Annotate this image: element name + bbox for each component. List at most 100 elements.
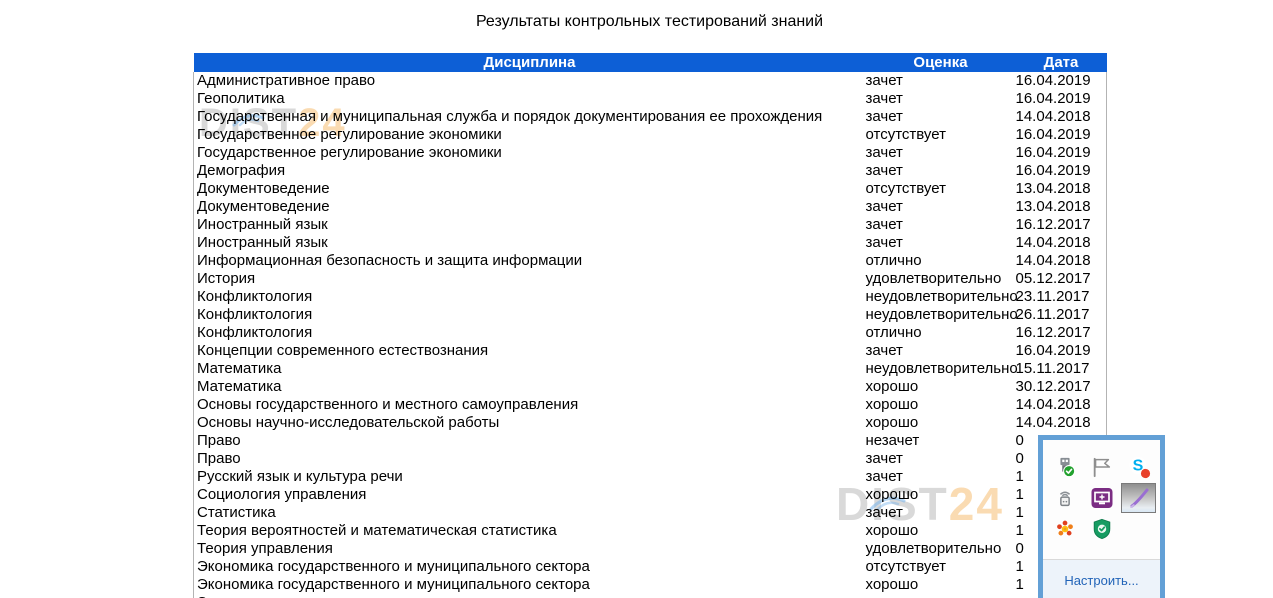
discipline-cell: Конфликтология: [193, 306, 866, 324]
empty-tray-cell: [1120, 513, 1157, 544]
date-cell: 16.04.2019: [1015, 72, 1107, 90]
discipline-cell: Конфликтология: [193, 324, 866, 342]
discipline-cell: Социология управления: [193, 486, 866, 504]
date-cell: 16.04.2019: [1015, 144, 1107, 162]
grade-cell: хорошо: [865, 522, 919, 539]
date-cell: 14.04.2018: [1015, 252, 1107, 270]
grade-cell: неудовлетворительно: [865, 288, 1018, 305]
discipline-cell: Русский язык и культура речи: [193, 468, 866, 486]
discipline-cell: История: [193, 270, 866, 288]
grade-cell: отсутствует: [865, 180, 946, 197]
table-row: Концепции современного естествознания зач…: [193, 342, 1107, 360]
date-cell: 26.11.2017: [1015, 306, 1107, 324]
table-row: Основы научно-исследовательской работы хо…: [193, 414, 1107, 432]
remote-control-icon[interactable]: [1083, 482, 1120, 513]
skype-icon[interactable]: S: [1120, 451, 1157, 482]
action-center-flag-icon[interactable]: [1083, 451, 1120, 482]
table-row: Государственная и муниципальная служба и…: [193, 108, 1107, 126]
grade-cell: незачет: [865, 432, 920, 449]
grade-cell: зачет: [865, 108, 903, 125]
table-row: Русский язык и культура речи зачет 1: [193, 468, 1107, 486]
date-cell: 16.04.2019: [1015, 162, 1107, 180]
usb-safely-remove-icon[interactable]: [1046, 451, 1083, 482]
watermark-accent-text: 24: [948, 478, 1004, 530]
date-cell: 30.12.2017: [1015, 378, 1107, 396]
col-header-grade: Оценка: [865, 53, 1016, 72]
col-header-date: Дата: [1015, 53, 1107, 72]
table-header-row: Дисциплина Оценка Дата: [193, 53, 1107, 72]
grade-cell: хорошо: [865, 414, 919, 431]
grade-cell: отсутствует: [865, 558, 946, 575]
table-row: Экономика государственного и муниципальн…: [193, 558, 1107, 576]
grade-cell: неудовлетворительно: [865, 306, 1018, 323]
date-cell: 23.11.2017: [1015, 288, 1107, 306]
date-cell: 14.04.2018: [1015, 414, 1107, 432]
grade-cell: зачет: [865, 450, 903, 467]
discipline-cell: Государственная и муниципальная служба и…: [193, 108, 866, 126]
discipline-cell: Основы государственного и местного самоу…: [193, 396, 866, 414]
discipline-cell: Право: [193, 450, 866, 468]
date-cell: 16.12.2017: [1015, 324, 1107, 342]
table-row: Документоведение отсутствует 13.04.2018: [193, 180, 1107, 198]
discipline-cell: Статистика: [193, 504, 866, 522]
date-cell: 05.12.2017: [1015, 270, 1107, 288]
grade-cell: зачет: [865, 72, 903, 89]
tray-customize-link[interactable]: Настроить...: [1064, 572, 1139, 588]
table-row: Теория вероятностей и математическая ста…: [193, 522, 1107, 540]
table-row: Основы государственного и местного самоу…: [193, 396, 1107, 414]
discipline-cell: Экономика государственного и муниципальн…: [193, 558, 866, 576]
antivirus-shield-icon[interactable]: [1083, 513, 1120, 544]
date-cell: 16.04.2019: [1015, 126, 1107, 144]
date-cell: 16.04.2019: [1015, 90, 1107, 108]
flower-app-icon[interactable]: [1046, 513, 1083, 544]
date-cell: 16.04.2019: [1015, 342, 1107, 360]
table-row: Иностранный язык зачет 14.04.2018: [193, 234, 1107, 252]
grade-cell: зачет: [865, 504, 903, 521]
date-cell: 14.04.2018: [1015, 396, 1107, 414]
discipline-cell: Теория управления: [193, 540, 866, 558]
table-row: Право незачет 0: [193, 432, 1107, 450]
table-row: Иностранный язык зачет 16.12.2017: [193, 216, 1107, 234]
tray-overflow-popup: S: [1038, 435, 1165, 598]
tray-footer: Настроить...: [1043, 559, 1160, 598]
grade-cell: зачет: [865, 90, 903, 107]
discipline-cell: Государственное регулирование экономики: [193, 144, 866, 162]
discipline-cell: Экономика государственного и муниципальн…: [193, 576, 866, 594]
watermark-swoosh-icon: [868, 468, 908, 522]
discipline-cell: Экономика государственного и муниципальн…: [193, 594, 866, 598]
table-row: Конфликтология неудовлетворительно 26.11.2…: [193, 306, 1107, 324]
table-row: Теория управления удовлетворительно 0: [193, 540, 1107, 558]
discipline-cell: Концепции современного естествознания: [193, 342, 866, 360]
tray-icon-grid: S: [1043, 440, 1160, 564]
table-row: Социология управления хорошо 1: [193, 486, 1107, 504]
grade-cell: зачет: [865, 342, 903, 359]
grade-cell: отсутствует: [865, 126, 946, 143]
grade-cell: отлично: [865, 252, 922, 269]
table-row: Математика хорошо 30.12.2017: [193, 378, 1107, 396]
grade-cell: удовлетворительно: [865, 270, 1002, 287]
results-table: Дисциплина Оценка Дата Административное …: [193, 53, 1107, 598]
discipline-cell: Теория вероятностей и математическая ста…: [193, 522, 866, 540]
table-row: Конфликтология неудовлетворительно 23.11.2…: [193, 288, 1107, 306]
table-row: Государственное регулирование экономики о…: [193, 126, 1107, 144]
svg-text:S: S: [1132, 457, 1143, 474]
date-cell: 13.04.2018: [1015, 198, 1107, 216]
discipline-cell: Конфликтология: [193, 288, 866, 306]
discipline-cell: Основы научно-исследовательской работы: [193, 414, 866, 432]
discipline-cell: Иностранный язык: [193, 216, 866, 234]
discipline-cell: Документоведение: [193, 180, 866, 198]
grade-cell: [866, 594, 1016, 598]
discipline-cell: Административное право: [193, 72, 866, 90]
discipline-cell: Геополитика: [193, 90, 866, 108]
pen-input-icon[interactable]: [1120, 482, 1157, 513]
grade-cell: хорошо: [865, 378, 919, 395]
table-row: Конфликтология отлично 16.12.2017: [193, 324, 1107, 342]
table-row: Документоведение зачет 13.04.2018: [193, 198, 1107, 216]
col-header-discipline: Дисциплина: [193, 53, 866, 72]
grade-cell: зачет: [865, 162, 903, 179]
grade-cell: зачет: [865, 468, 903, 485]
radio-device-icon[interactable]: [1046, 482, 1083, 513]
date-cell: 14.04.2018: [1015, 108, 1107, 126]
table-row: История удовлетворительно 05.12.2017: [193, 270, 1107, 288]
